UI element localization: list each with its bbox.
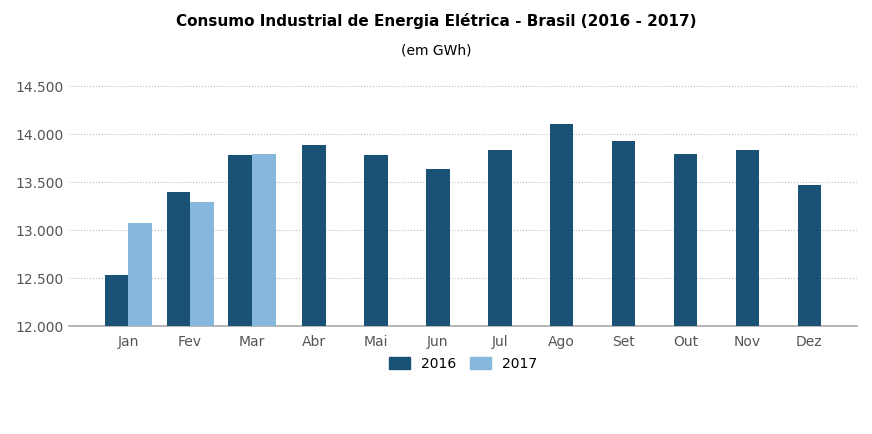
Bar	[736, 150, 760, 434]
Bar	[105, 276, 128, 434]
Bar	[128, 223, 152, 434]
Bar	[674, 154, 698, 434]
Legend: 2016, 2017: 2016, 2017	[384, 352, 542, 376]
Bar	[612, 141, 636, 434]
Bar	[798, 185, 821, 434]
Bar	[190, 203, 214, 434]
Bar	[364, 155, 388, 434]
Bar	[426, 169, 450, 434]
Bar	[228, 155, 252, 434]
Bar	[488, 150, 512, 434]
Bar	[167, 192, 190, 434]
Bar	[252, 155, 276, 434]
Text: Consumo Industrial de Energia Elétrica - Brasil (2016 - 2017): Consumo Industrial de Energia Elétrica -…	[176, 13, 696, 29]
Text: (em GWh): (em GWh)	[401, 43, 471, 57]
Bar	[303, 145, 326, 434]
Bar	[550, 124, 574, 434]
